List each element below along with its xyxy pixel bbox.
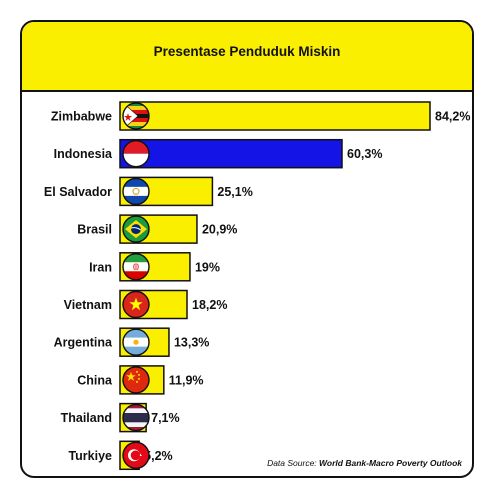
value-label: 5,2% <box>144 449 173 463</box>
category-label: Zimbabwe <box>51 110 112 124</box>
bar-row: Thailand 7,1% <box>61 402 180 433</box>
vietnam-flag-icon <box>122 290 150 319</box>
indonesia-flag-icon <box>122 139 150 168</box>
value-label: 7,1% <box>151 411 180 425</box>
category-label: Indonesia <box>54 147 113 161</box>
brazil-flag-icon <box>122 215 150 243</box>
value-label: 18,2% <box>192 298 227 312</box>
argentina-flag-icon <box>122 328 150 356</box>
data-source-prefix: Data Source: <box>267 458 320 468</box>
category-label: Brasil <box>77 223 112 237</box>
iran-flag-icon <box>122 253 150 281</box>
bar-row: Vietnam 18,2% <box>64 289 227 320</box>
turkiye-flag-icon <box>122 441 150 469</box>
bar <box>119 138 343 169</box>
value-label: 84,2% <box>435 110 470 124</box>
value-label: 25,1% <box>217 185 252 199</box>
bar <box>119 101 431 131</box>
category-label: China <box>77 373 113 387</box>
value-label: 60,3% <box>347 147 382 161</box>
bar-row: Zimbabwe 84,2% <box>51 101 470 131</box>
chart-title: Presentase Penduduk Miskin <box>153 44 341 59</box>
category-label: Argentina <box>54 336 113 350</box>
chart-card: Presentase Penduduk Miskin Zimbabwe 84,2%… <box>20 20 474 478</box>
bar-row: Indonesia 60,3% <box>54 138 382 169</box>
category-label: Turkiye <box>68 449 112 463</box>
data-source-name: World Bank-Macro Poverty Outlook <box>319 458 462 468</box>
category-label: Vietnam <box>64 298 112 312</box>
china-flag-icon <box>122 366 150 394</box>
bar-row: China 11,9% <box>77 365 204 395</box>
el-salvador-flag-icon <box>122 177 150 206</box>
bar-row: Iran 19% <box>89 252 220 282</box>
bar-row: El Salvador 25,1% <box>44 176 253 207</box>
category-label: El Salvador <box>44 185 112 199</box>
bar-chart: Zimbabwe 84,2% Indonesia 60,3% El Salvador 25… <box>44 101 470 471</box>
bar-row: Brasil 20,9% <box>77 214 237 244</box>
category-label: Thailand <box>61 411 112 425</box>
value-label: 20,9% <box>202 223 237 237</box>
value-label: 13,3% <box>174 336 209 350</box>
data-source: Data Source: World Bank-Macro Poverty Ou… <box>267 458 462 468</box>
zimbabwe-flag-icon <box>122 102 150 130</box>
bar-row: Turkiye 5,2% <box>68 440 173 471</box>
value-label: 11,9% <box>169 373 204 387</box>
category-label: Iran <box>89 260 112 274</box>
value-label: 19% <box>195 260 220 274</box>
thailand-flag-icon <box>122 403 150 432</box>
bar-row: Argentina 13,3% <box>54 327 209 357</box>
chart-header: Presentase Penduduk Miskin <box>22 22 472 92</box>
